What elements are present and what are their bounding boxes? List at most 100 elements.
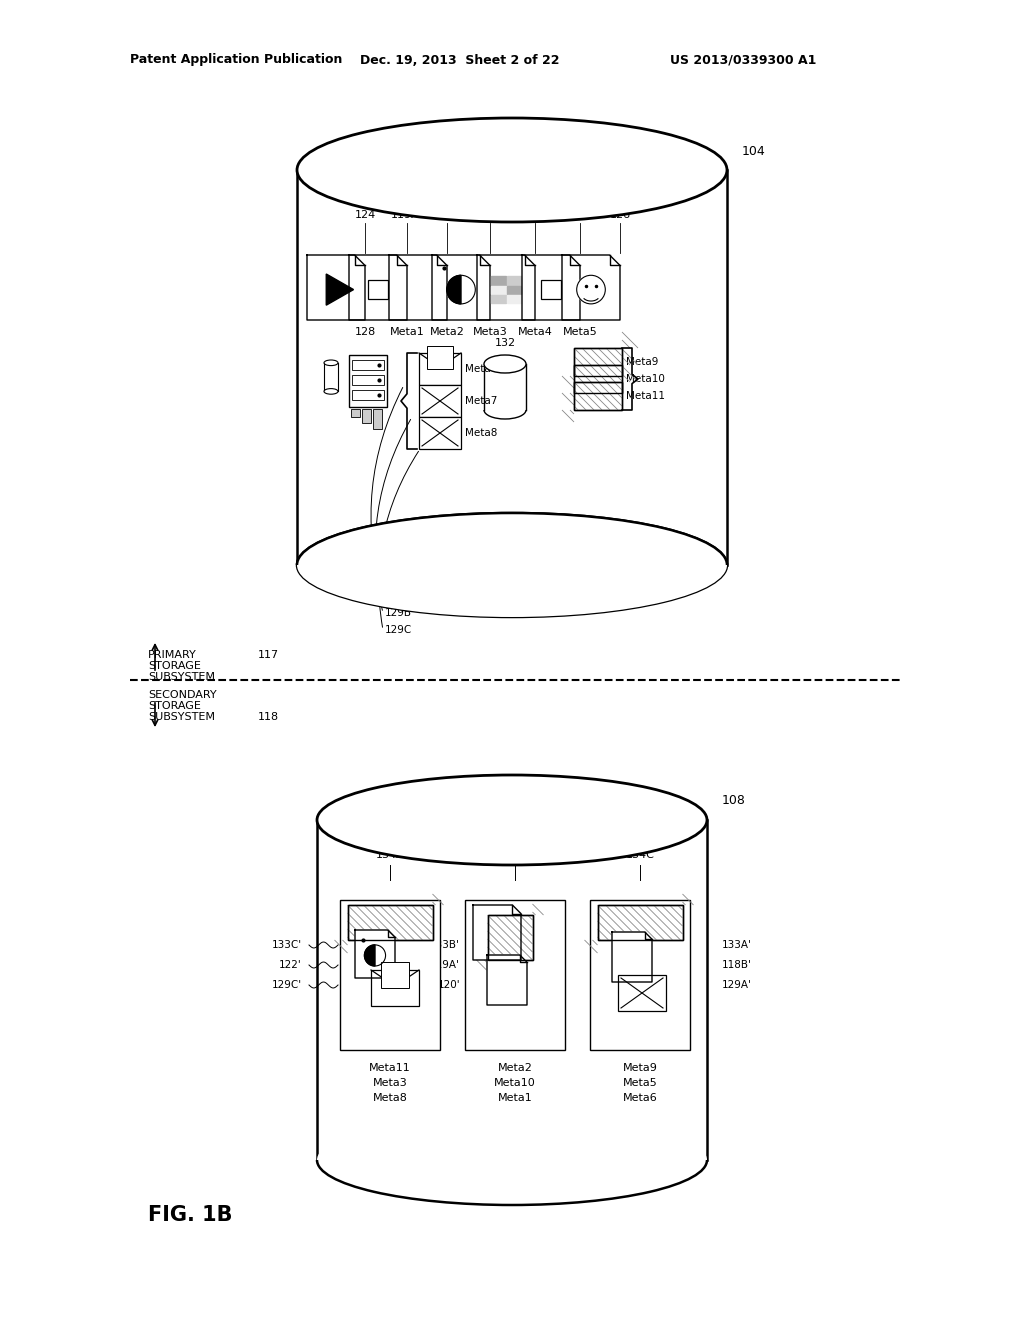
Bar bbox=[618, 975, 666, 1011]
Text: 133A: 133A bbox=[570, 595, 597, 605]
Bar bbox=[574, 348, 622, 376]
Text: Meta11: Meta11 bbox=[626, 391, 665, 401]
Wedge shape bbox=[365, 945, 375, 966]
Polygon shape bbox=[432, 255, 490, 319]
Bar bbox=[541, 280, 561, 300]
Text: Meta1: Meta1 bbox=[389, 327, 424, 337]
Bar bbox=[351, 409, 360, 417]
Polygon shape bbox=[355, 931, 395, 978]
Text: 119B: 119B bbox=[565, 210, 594, 220]
Text: 134C: 134C bbox=[626, 850, 654, 861]
Ellipse shape bbox=[484, 355, 526, 374]
Text: 128: 128 bbox=[354, 327, 376, 337]
Bar bbox=[362, 409, 371, 422]
Text: Meta3: Meta3 bbox=[473, 327, 507, 337]
Circle shape bbox=[446, 276, 475, 304]
Bar bbox=[373, 409, 382, 429]
Ellipse shape bbox=[297, 117, 727, 222]
Polygon shape bbox=[522, 255, 580, 319]
Bar bbox=[492, 294, 506, 302]
Text: 119A': 119A' bbox=[430, 960, 460, 970]
Bar bbox=[492, 285, 506, 293]
Text: Meta3: Meta3 bbox=[373, 1078, 408, 1088]
Bar bbox=[465, 900, 565, 1049]
Text: Meta9: Meta9 bbox=[626, 356, 658, 367]
Text: 129A: 129A bbox=[385, 591, 412, 602]
Text: 130: 130 bbox=[524, 210, 546, 220]
Text: 133B: 133B bbox=[618, 587, 645, 598]
Text: FIG. 1B: FIG. 1B bbox=[148, 1205, 232, 1225]
Wedge shape bbox=[446, 276, 461, 304]
Polygon shape bbox=[473, 906, 521, 960]
Text: 126: 126 bbox=[609, 210, 631, 220]
Ellipse shape bbox=[297, 513, 727, 616]
Bar bbox=[574, 348, 622, 376]
Text: Patent Application Publication: Patent Application Publication bbox=[130, 54, 342, 66]
Bar bbox=[487, 915, 532, 960]
Text: Meta8: Meta8 bbox=[465, 428, 498, 438]
Text: ?: ? bbox=[502, 974, 512, 993]
Bar bbox=[507, 294, 520, 302]
Text: 133A': 133A' bbox=[722, 940, 752, 950]
Text: Meta6: Meta6 bbox=[465, 364, 498, 374]
Text: 129A': 129A' bbox=[722, 979, 752, 990]
Bar bbox=[349, 355, 387, 407]
Ellipse shape bbox=[317, 775, 707, 865]
Bar bbox=[352, 375, 384, 385]
Text: Meta8: Meta8 bbox=[373, 1093, 408, 1104]
Text: Meta2: Meta2 bbox=[429, 327, 465, 337]
Text: Meta1: Meta1 bbox=[498, 1093, 532, 1104]
Bar bbox=[419, 385, 461, 417]
Text: 120': 120' bbox=[437, 979, 460, 990]
Polygon shape bbox=[612, 932, 652, 982]
Text: 129C: 129C bbox=[385, 624, 413, 635]
Text: 119A: 119A bbox=[390, 210, 420, 220]
Text: 124: 124 bbox=[354, 210, 376, 220]
Text: PRIMARY: PRIMARY bbox=[148, 649, 197, 660]
Bar bbox=[597, 906, 683, 940]
Bar bbox=[352, 360, 384, 370]
Ellipse shape bbox=[324, 360, 338, 366]
Polygon shape bbox=[487, 954, 527, 1005]
Text: STORAGE: STORAGE bbox=[148, 701, 201, 711]
Bar bbox=[574, 381, 622, 411]
Polygon shape bbox=[389, 255, 447, 319]
Bar bbox=[368, 280, 388, 300]
Text: STORAGE: STORAGE bbox=[148, 661, 201, 671]
Bar bbox=[381, 962, 410, 987]
Bar bbox=[487, 915, 532, 960]
Bar bbox=[492, 276, 506, 285]
Bar bbox=[574, 366, 622, 393]
Text: Meta2: Meta2 bbox=[498, 1063, 532, 1073]
Bar bbox=[507, 285, 520, 293]
Bar bbox=[347, 906, 432, 940]
Text: Meta7: Meta7 bbox=[465, 396, 498, 407]
Circle shape bbox=[577, 276, 605, 304]
Bar bbox=[419, 352, 461, 385]
Text: US 2013/0339300 A1: US 2013/0339300 A1 bbox=[670, 54, 816, 66]
Ellipse shape bbox=[317, 1115, 707, 1205]
Text: 129C': 129C' bbox=[272, 979, 302, 990]
Text: Meta6: Meta6 bbox=[623, 1093, 657, 1104]
Bar bbox=[590, 900, 690, 1049]
Bar bbox=[574, 381, 622, 411]
Text: Meta11: Meta11 bbox=[369, 1063, 411, 1073]
Text: 133C': 133C' bbox=[272, 940, 302, 950]
Bar bbox=[347, 906, 432, 940]
Text: SUBSYSTEM: SUBSYSTEM bbox=[148, 672, 215, 682]
Bar bbox=[371, 970, 419, 1006]
Text: Meta9: Meta9 bbox=[623, 1063, 657, 1073]
Text: Meta10: Meta10 bbox=[626, 374, 665, 384]
Bar bbox=[597, 906, 683, 940]
Circle shape bbox=[365, 945, 386, 966]
Bar bbox=[507, 276, 520, 285]
Text: SUBSYSTEM: SUBSYSTEM bbox=[148, 711, 215, 722]
Text: 129B: 129B bbox=[385, 609, 412, 618]
Bar bbox=[574, 366, 622, 393]
Polygon shape bbox=[562, 255, 620, 319]
Text: Meta5: Meta5 bbox=[562, 327, 597, 337]
Polygon shape bbox=[349, 255, 407, 319]
Text: 118B': 118B' bbox=[722, 960, 752, 970]
Text: 117: 117 bbox=[258, 649, 280, 660]
Ellipse shape bbox=[324, 388, 338, 395]
